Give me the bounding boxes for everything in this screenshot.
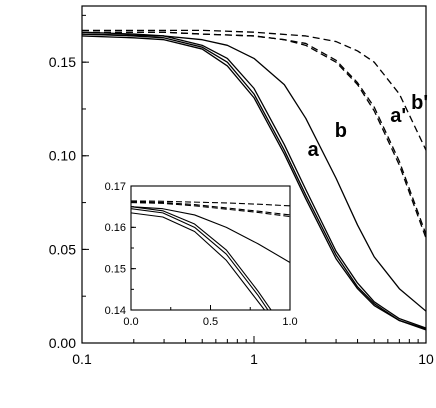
inset-y-tick-label: 0.16	[105, 222, 126, 234]
inset-series-1-line	[131, 212, 266, 310]
inset-y-tick-label: 0.15	[105, 264, 126, 276]
main-series-1-line	[82, 35, 426, 331]
main-y-tick-label: 0.15	[49, 54, 76, 70]
inset-x-tick-label: 0.0	[123, 316, 138, 328]
main-y-tick-label: 0.05	[49, 241, 76, 257]
curve-label-2: b	[335, 120, 347, 142]
inset-x-tick-label: 1.0	[282, 316, 297, 328]
main-series-5-line	[82, 31, 426, 239]
inset-y-tick-label: 0.14	[105, 305, 126, 317]
main-y-tick-label: 0.00	[49, 335, 76, 351]
curve-label-1: a	[308, 139, 320, 161]
main-series-4-line	[82, 33, 426, 312]
main-y-tick-label: 0.10	[49, 148, 76, 164]
main-series-2-line	[82, 33, 426, 330]
main-x-tick-label: 1	[250, 351, 258, 367]
main-x-tick-label: 0.1	[72, 351, 92, 367]
curve-label-4: b'	[411, 92, 428, 114]
inset-series-3-line	[131, 206, 272, 310]
main-x-tick-label: 10	[418, 351, 434, 367]
inset-series-2-line	[131, 208, 269, 310]
inset-y-tick-label: 0.17	[105, 181, 126, 193]
curve-label-3: a'	[390, 105, 406, 127]
inset-series-4-line	[131, 206, 290, 263]
main-series-7-line	[82, 29, 426, 151]
main-series-6-line	[82, 31, 426, 235]
inset-plot-frame	[130, 185, 291, 311]
inset-x-tick-label: 0.5	[203, 316, 218, 328]
